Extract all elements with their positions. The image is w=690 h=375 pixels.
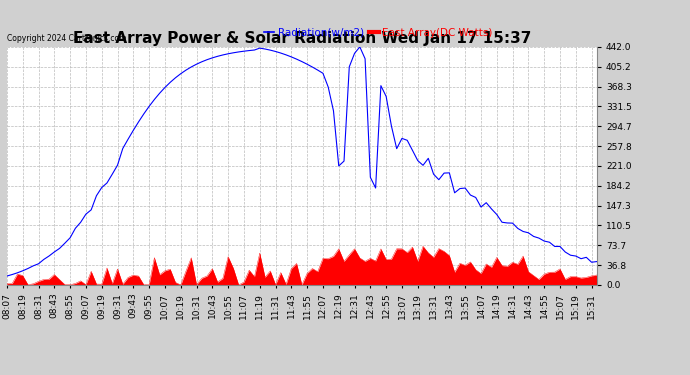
Legend: Radiation(w/m2), East Array(DC Watts): Radiation(w/m2), East Array(DC Watts) <box>260 24 497 42</box>
Title: East Array Power & Solar Radiation Wed Jan 17 15:37: East Array Power & Solar Radiation Wed J… <box>72 31 531 46</box>
Text: Copyright 2024 Cartronics.com: Copyright 2024 Cartronics.com <box>7 34 126 43</box>
